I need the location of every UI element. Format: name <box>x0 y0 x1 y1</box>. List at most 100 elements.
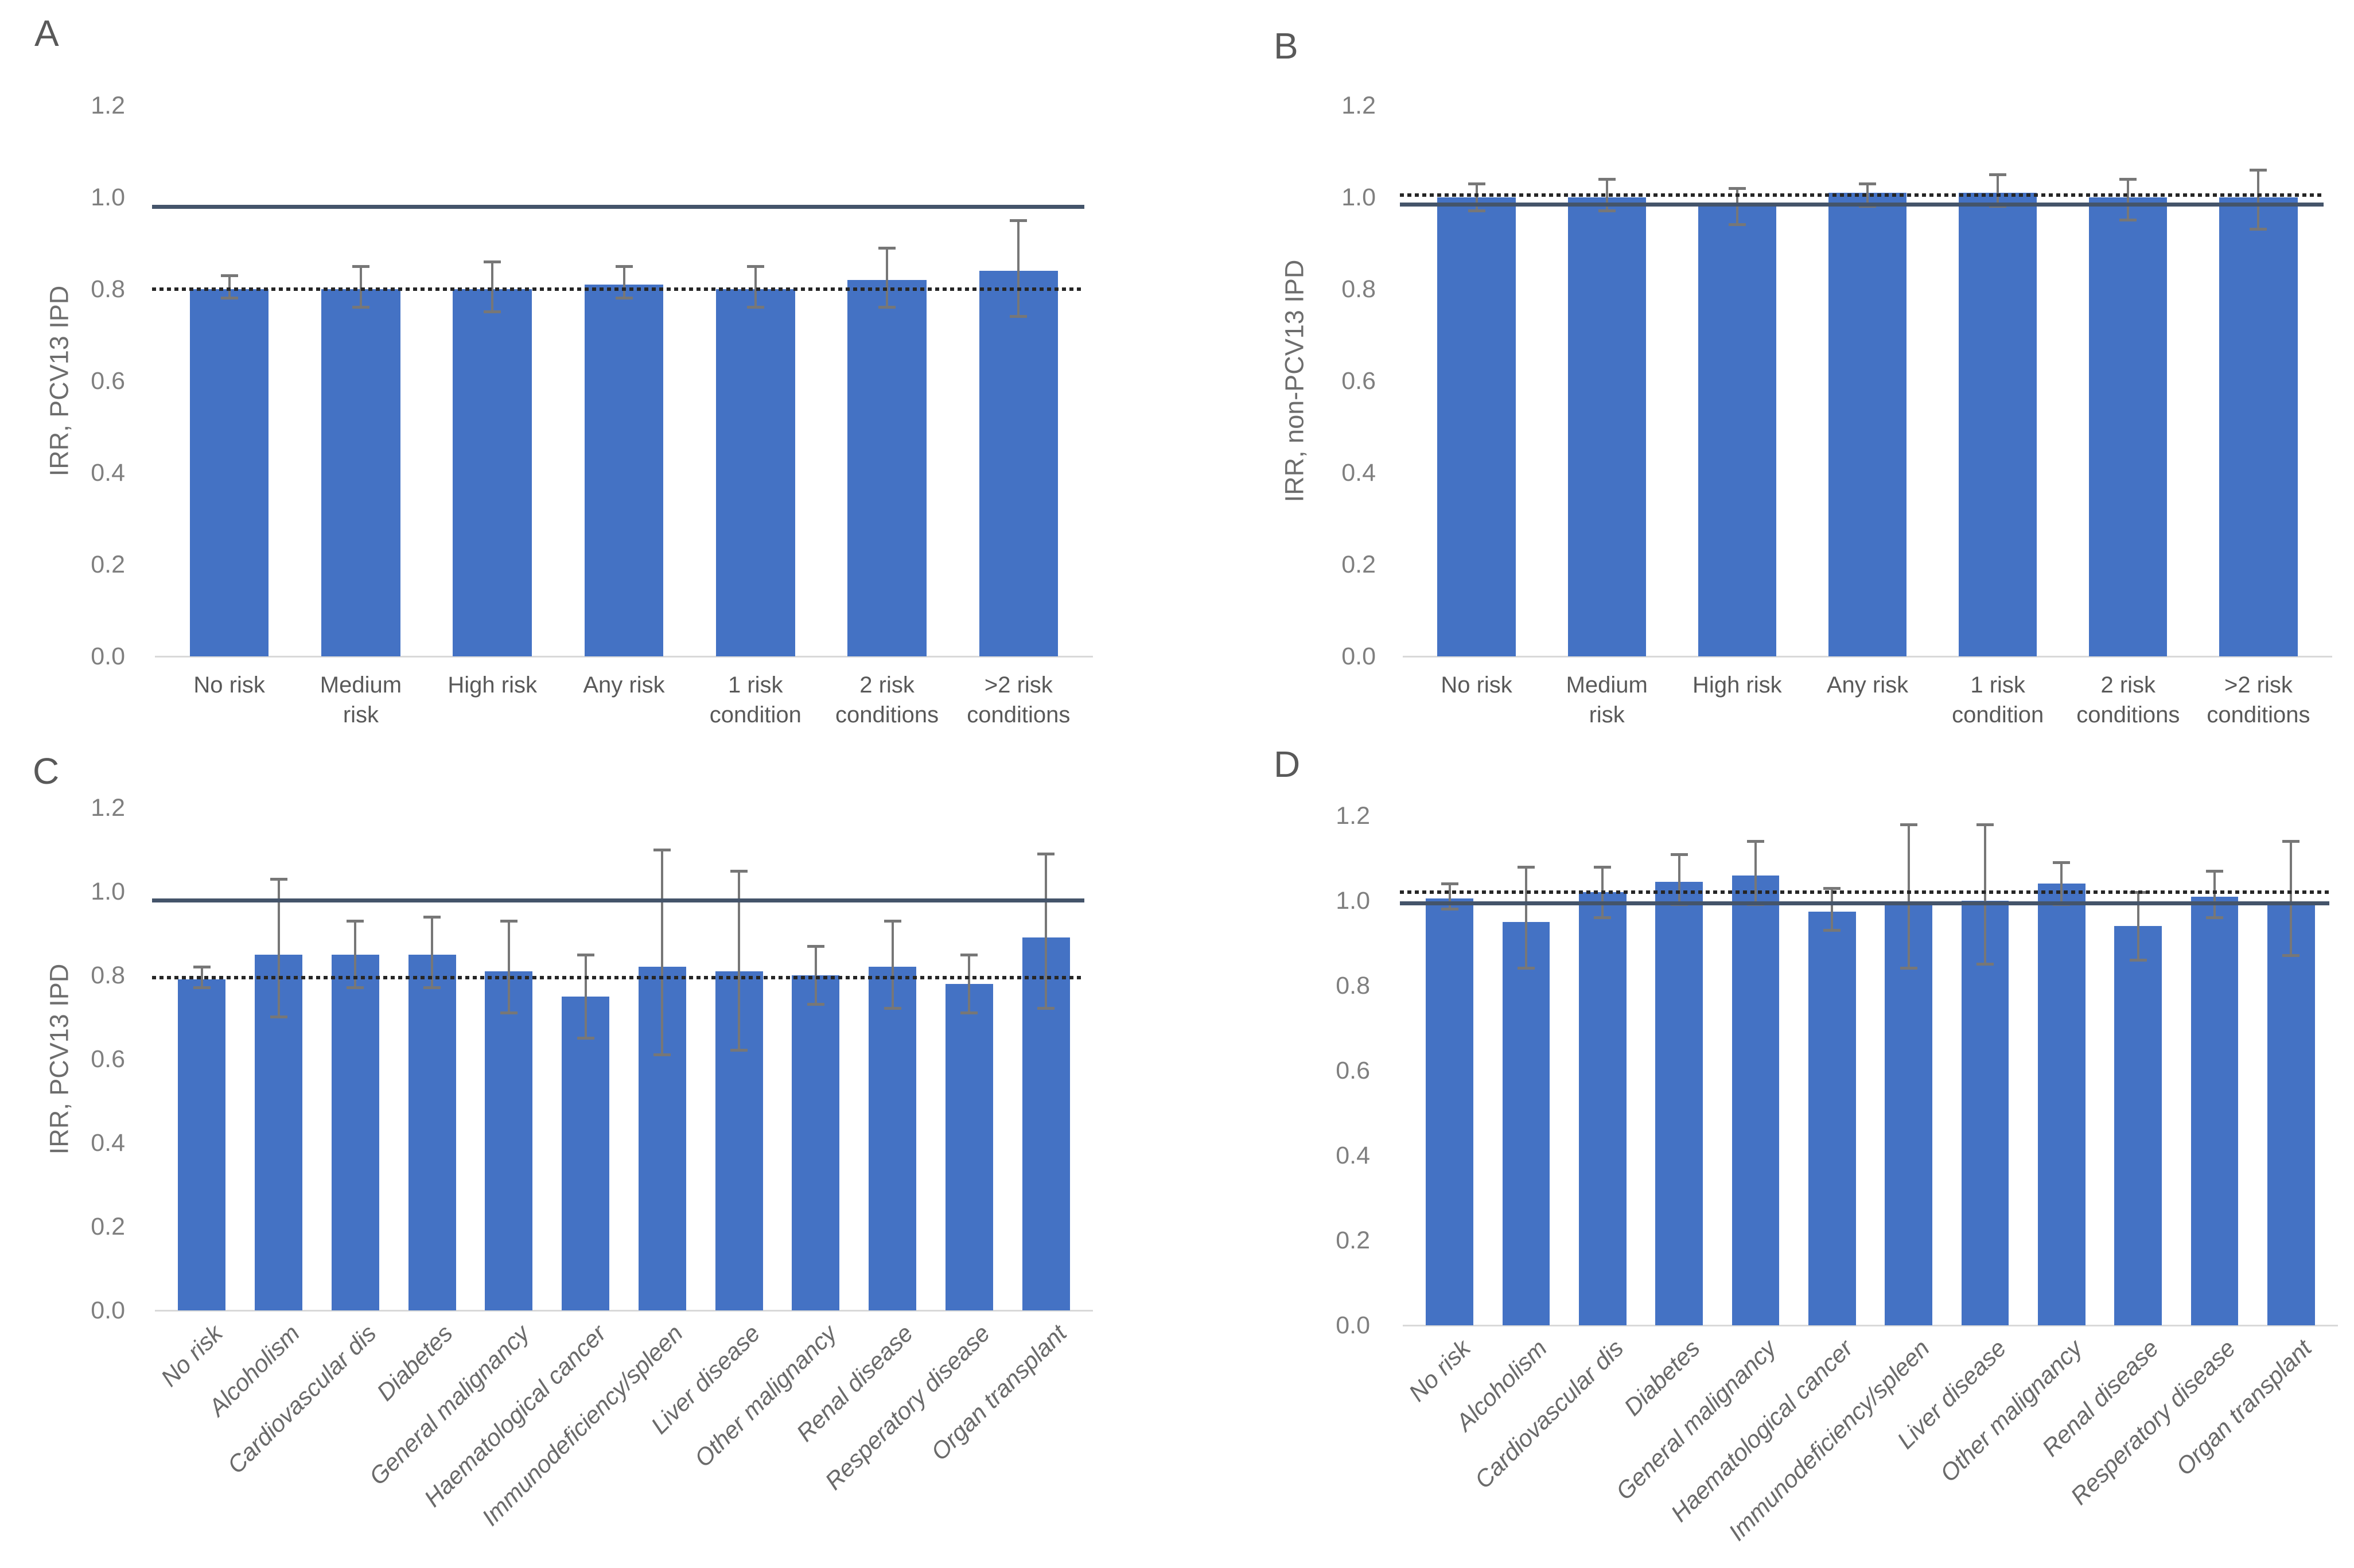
dotted-reference-line <box>152 287 1084 291</box>
y-tick-label: 0.4 <box>1341 459 1376 487</box>
error-bar-line <box>507 921 510 1013</box>
error-bar-cap-bottom <box>1594 916 1612 919</box>
error-bar-cap-top <box>1823 886 1841 890</box>
y-tick-label: 0.2 <box>91 551 125 578</box>
error-bar-line <box>1678 854 1680 905</box>
x-axis-line <box>155 656 1093 657</box>
x-category-label: Cardiovascular dis <box>1469 1334 1629 1494</box>
error-bar-cap-bottom <box>1598 209 1616 212</box>
bar <box>2267 905 2315 1325</box>
bar <box>1732 875 1780 1325</box>
bar <box>2219 197 2298 656</box>
error-bar-line <box>354 921 357 988</box>
y-tick-label: 0.0 <box>91 1297 125 1324</box>
x-category-label: Organ transplant <box>2170 1334 2317 1481</box>
error-bar-line <box>1045 854 1048 1009</box>
error-bar-cap-top <box>1037 853 1055 856</box>
error-bar-cap-bottom <box>1518 967 1535 970</box>
x-category-label: Organ transplant <box>925 1319 1072 1466</box>
y-tick-label: 0.6 <box>1336 1057 1370 1084</box>
x-category-label: Any risk <box>1826 672 1909 698</box>
error-bar-cap-bottom <box>193 986 211 989</box>
error-bar-cap-top <box>2119 178 2137 181</box>
error-bar-cap-top <box>1518 865 1535 869</box>
y-tick-label: 0.8 <box>91 275 125 303</box>
error-bar-cap-top <box>1468 182 1485 185</box>
error-bar-line <box>622 266 625 298</box>
error-bar-line <box>2137 892 2139 960</box>
error-bar-line <box>968 954 971 1013</box>
error-bar-line <box>2290 841 2293 956</box>
bar <box>1502 922 1550 1325</box>
x-category-label: >2 risk conditions <box>2207 672 2310 727</box>
error-bar-cap-top <box>2053 861 2071 865</box>
x-axis-line <box>1403 1325 2338 1326</box>
error-bar-cap-top <box>347 920 364 923</box>
error-bar-cap-top <box>1594 865 1612 869</box>
panel-letter-b: B <box>1274 25 1298 67</box>
y-tick-label: 0.8 <box>1336 972 1370 999</box>
bar <box>945 983 993 1310</box>
y-tick-label: 1.2 <box>91 794 125 822</box>
bar <box>2190 896 2239 1325</box>
error-bar-cap-top <box>2250 169 2267 172</box>
error-bar-cap-bottom <box>1441 907 1458 911</box>
error-bar-cap-bottom <box>807 1003 824 1006</box>
bar <box>979 271 1059 656</box>
y-tick-label: 0.0 <box>1336 1312 1370 1339</box>
bar <box>1437 197 1516 656</box>
bar <box>1961 901 2009 1325</box>
error-bar-cap-top <box>807 944 824 948</box>
error-bar-line <box>1475 184 1478 211</box>
x-category-label: High risk <box>1692 672 1782 698</box>
error-bar-cap-top <box>746 265 764 268</box>
bar <box>1959 193 2037 656</box>
bar <box>562 996 610 1310</box>
error-bar-cap-top <box>884 920 901 923</box>
y-tick-label: 1.0 <box>91 184 125 211</box>
y-tick-label: 0.0 <box>1341 643 1376 670</box>
bar <box>2114 926 2162 1325</box>
x-category-label: 2 risk conditions <box>835 672 939 727</box>
error-bar-cap-top <box>1859 182 1876 185</box>
error-bar-cap-top <box>484 260 501 263</box>
x-axis-line <box>1403 656 2332 657</box>
error-bar-line <box>891 921 894 1009</box>
error-bar-line <box>2257 170 2260 229</box>
y-tick-label: 1.0 <box>1336 887 1370 915</box>
bar <box>1828 193 1907 656</box>
error-bar-cap-bottom <box>484 310 501 313</box>
error-bar-line <box>1525 866 1527 969</box>
error-bar-line <box>277 879 280 1017</box>
y-tick-label: 0.4 <box>91 459 125 487</box>
error-bar-cap-top <box>653 849 671 851</box>
y-tick-label: 1.0 <box>1341 184 1376 211</box>
error-bar-cap-top <box>1441 882 1458 886</box>
error-bar-cap-top <box>1976 823 1994 826</box>
error-bar-cap-top <box>1989 173 2007 176</box>
error-bar-cap-top <box>1598 178 1616 181</box>
x-category-label: No risk <box>1441 672 1512 698</box>
y-tick-label: 0.6 <box>91 367 125 395</box>
y-tick-label: 0.8 <box>1341 275 1376 303</box>
bar <box>1655 881 1703 1325</box>
x-category-label: 1 risk condition <box>709 672 801 727</box>
error-bar-cap-bottom <box>1728 223 1746 226</box>
bar <box>2089 197 2168 656</box>
bar <box>2038 884 2085 1325</box>
y-tick-label: 0.4 <box>1336 1142 1370 1169</box>
bar <box>408 954 456 1310</box>
error-bar-cap-top <box>220 274 238 277</box>
y-tick-label: 0.2 <box>91 1213 125 1240</box>
error-bar-line <box>814 946 817 1005</box>
bar <box>716 289 795 656</box>
error-bar-line <box>886 248 889 308</box>
y-tick-label: 0.0 <box>91 643 125 670</box>
bar <box>485 971 533 1310</box>
bar <box>1808 911 1856 1325</box>
error-bar-cap-bottom <box>347 986 364 989</box>
x-category-label: Any risk <box>583 672 665 698</box>
error-bar-line <box>2127 179 2130 220</box>
bar <box>178 979 226 1310</box>
error-bar-cap-bottom <box>960 1011 978 1014</box>
